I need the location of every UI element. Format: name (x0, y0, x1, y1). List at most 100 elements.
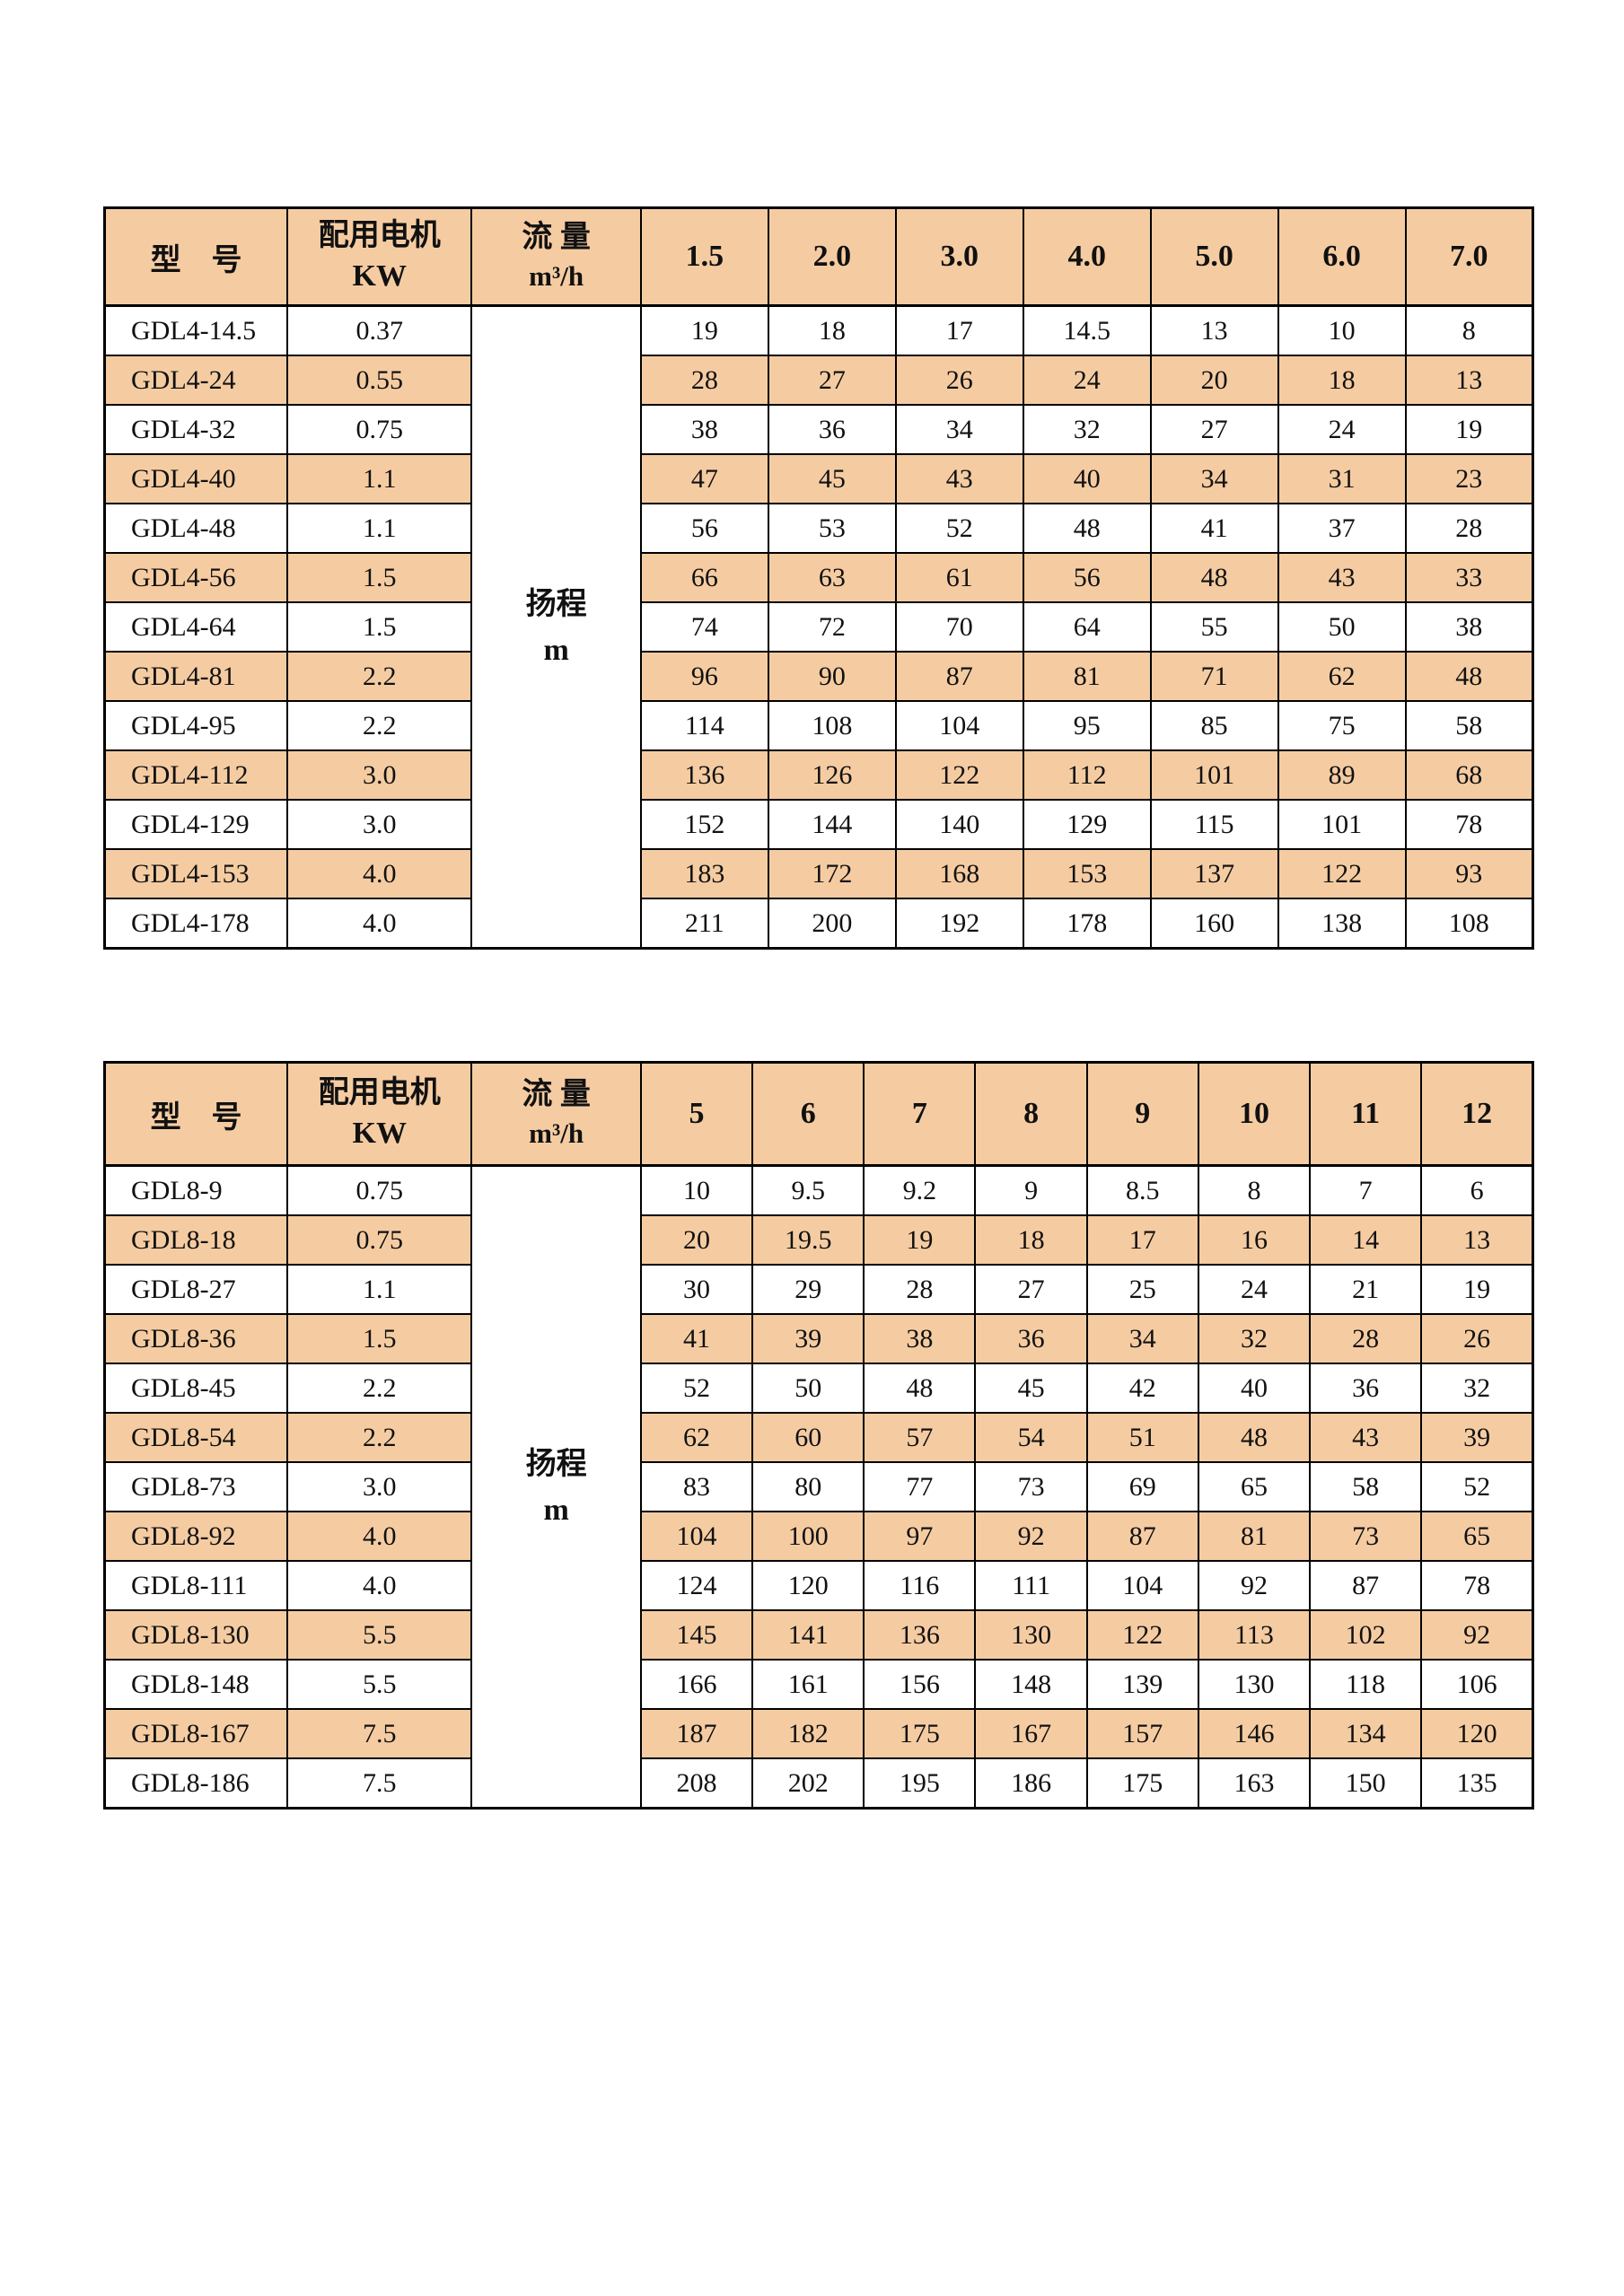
head-unit: m (543, 1493, 569, 1527)
head-value-cell: 120 (1420, 1708, 1534, 1759)
head-value-cell: 9 (974, 1164, 1088, 1216)
head-value-cell: 42 (1085, 1363, 1199, 1414)
head-value-cell: 101 (1149, 749, 1279, 801)
head-value-cell: 58 (1404, 700, 1534, 751)
head-value-cell: 43 (1309, 1412, 1423, 1463)
col-header-flowrate-4.0: 4.0 (1022, 206, 1152, 307)
head-value-cell: 40 (1022, 453, 1152, 504)
head-value-cell: 192 (894, 898, 1024, 950)
head-value-cell: 87 (894, 651, 1024, 702)
header-row: 型 号配用电机 KW 流 量 m³/h 1.5 2.0 3.0 4.0 5.0 6.0 7.0 (103, 206, 1534, 307)
motor-kw-cell: 2.2 (286, 651, 473, 702)
table-row: GDL4-153 4.0 183 172 168 153 137 122 93 (103, 848, 1534, 899)
pump-spec-table-gdl4: 型 号配用电机 KW 流 量 m³/h 1.5 2.0 3.0 4.0 5.0 6.0 7.0 GDL… (103, 206, 1534, 950)
motor-kw-cell: 1.1 (286, 453, 473, 504)
head-value-cell: 7 (1309, 1164, 1423, 1216)
head-value-cell: 14 (1309, 1214, 1423, 1266)
head-value-cell: 161 (751, 1659, 865, 1710)
head-value-cell: 104 (894, 700, 1024, 751)
head-value-cell: 27 (1149, 404, 1279, 455)
head-value-cell: 29 (751, 1264, 865, 1315)
table-row: GDL8-111 4.0 124 120 116 111 104 92 87 78 (103, 1560, 1534, 1611)
head-value-cell: 122 (894, 749, 1024, 801)
head-value-cell: 108 (767, 700, 897, 751)
model-cell: GDL4-95 (103, 700, 289, 751)
head-value-cell: 21 (1309, 1264, 1423, 1315)
head-value-cell: 54 (974, 1412, 1088, 1463)
table-row: GDL4-95 2.2 114 108 104 95 85 75 58 (103, 700, 1534, 751)
head-value-cell: 30 (639, 1264, 754, 1315)
head-value-cell: 83 (639, 1461, 754, 1512)
head-value-cell: 163 (1197, 1757, 1312, 1810)
table-row: GDL8-9 0.75 扬程 m 10 9.5 9.2 9 8.5 8 7 6 (103, 1164, 1534, 1810)
motor-label: 配用电机 (318, 1076, 441, 1110)
head-value-cell: 6 (1420, 1164, 1534, 1216)
head-value-cell: 26 (1420, 1313, 1534, 1364)
head-value-cell: 10 (639, 1164, 754, 1216)
table-row: GDL4-24 0.55 28 27 26 24 20 18 13 (103, 355, 1534, 406)
head-value-cell: 106 (1420, 1659, 1534, 1710)
motor-label: 配用电机 (318, 219, 441, 253)
col-header-flowrate-5: 5 (639, 1061, 754, 1167)
head-value-cell: 26 (894, 355, 1024, 406)
head-value-cell: 152 (639, 799, 769, 850)
head-value-cell: 118 (1309, 1659, 1423, 1710)
table-row: GDL4-32 0.75 38 36 34 32 27 24 19 (103, 404, 1534, 455)
motor-kw-cell: 3.0 (286, 1461, 473, 1512)
table-row: GDL8-27 1.1 30 29 28 27 25 24 21 19 (103, 1264, 1534, 1315)
head-value-cell: 48 (1404, 651, 1534, 702)
head-value-cell: 182 (751, 1708, 865, 1759)
head-value-cell: 38 (863, 1313, 977, 1364)
model-cell: GDL4-48 (103, 503, 289, 554)
head-value-cell: 92 (1420, 1609, 1534, 1661)
head-value-cell: 56 (639, 503, 769, 554)
head-value-cell: 50 (1277, 601, 1407, 653)
head-value-cell: 37 (1277, 503, 1407, 554)
head-unit: m (543, 633, 569, 667)
head-value-cell: 77 (863, 1461, 977, 1512)
head-value-cell: 56 (1022, 552, 1152, 603)
motor-unit: KW (352, 259, 407, 293)
head-value-cell: 202 (751, 1757, 865, 1810)
head-span-cell: 扬程 m (470, 1164, 642, 1810)
head-value-cell: 95 (1022, 700, 1152, 751)
motor-kw-cell: 0.75 (286, 1214, 473, 1266)
head-value-cell: 50 (751, 1363, 865, 1414)
model-cell: GDL8-148 (103, 1659, 289, 1710)
head-value-cell: 175 (1085, 1757, 1199, 1810)
head-value-cell: 134 (1309, 1708, 1423, 1759)
head-value-cell: 130 (974, 1609, 1088, 1661)
head-value-cell: 53 (767, 503, 897, 554)
head-value-cell: 48 (863, 1363, 977, 1414)
head-value-cell: 23 (1404, 453, 1534, 504)
head-value-cell: 31 (1277, 453, 1407, 504)
head-value-cell: 28 (1404, 503, 1534, 554)
motor-kw-cell: 1.5 (286, 552, 473, 603)
head-value-cell: 16 (1197, 1214, 1312, 1266)
head-value-cell: 13 (1149, 304, 1279, 356)
head-value-cell: 24 (1277, 404, 1407, 455)
col-header-flowrate-9: 9 (1085, 1061, 1199, 1167)
col-header-flowrate-12: 12 (1420, 1061, 1534, 1167)
head-value-cell: 55 (1149, 601, 1279, 653)
motor-kw-cell: 4.0 (286, 1560, 473, 1611)
head-value-cell: 28 (863, 1264, 977, 1315)
table-row: GDL4-81 2.2 96 90 87 81 71 62 48 (103, 651, 1534, 702)
head-value-cell: 122 (1277, 848, 1407, 899)
head-value-cell: 39 (1420, 1412, 1534, 1463)
col-header-flowrate-5.0: 5.0 (1149, 206, 1279, 307)
head-value-cell: 27 (974, 1264, 1088, 1315)
model-cell: GDL4-14.5 (103, 304, 289, 356)
head-value-cell: 136 (863, 1609, 977, 1661)
head-value-cell: 112 (1022, 749, 1152, 801)
head-value-cell: 92 (1197, 1560, 1312, 1611)
model-cell: GDL4-129 (103, 799, 289, 850)
motor-kw-cell: 1.5 (286, 601, 473, 653)
motor-kw-cell: 0.55 (286, 355, 473, 406)
pump-spec-table-gdl8: 型 号配用电机 KW 流 量 m³/h 5 6 7 8 9 10 11 12 GDL8-9 0.75 扬程 m… (103, 1061, 1534, 1810)
head-value-cell: 65 (1197, 1461, 1312, 1512)
head-value-cell: 20 (1149, 355, 1279, 406)
head-value-cell: 10 (1277, 304, 1407, 356)
head-value-cell: 69 (1085, 1461, 1199, 1512)
